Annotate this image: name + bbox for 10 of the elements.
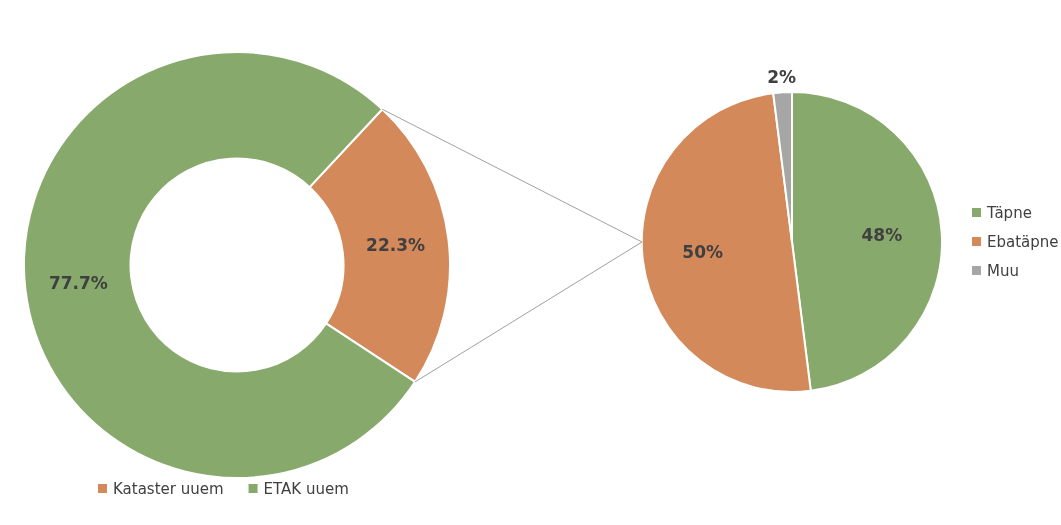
data-label: 48%	[861, 225, 903, 246]
data-label: 50%	[682, 242, 724, 263]
legend-label: Kataster uuem	[113, 479, 224, 498]
legend-label: Ebatäpne	[987, 232, 1059, 251]
legend-label: Täpne	[986, 203, 1032, 222]
legend-label: Muu	[987, 261, 1019, 280]
legend-label: ETAK uuem	[263, 479, 349, 498]
data-label: 22.3%	[366, 234, 426, 255]
data-label: 77.7%	[48, 273, 108, 294]
data-label: 2%	[767, 67, 797, 88]
